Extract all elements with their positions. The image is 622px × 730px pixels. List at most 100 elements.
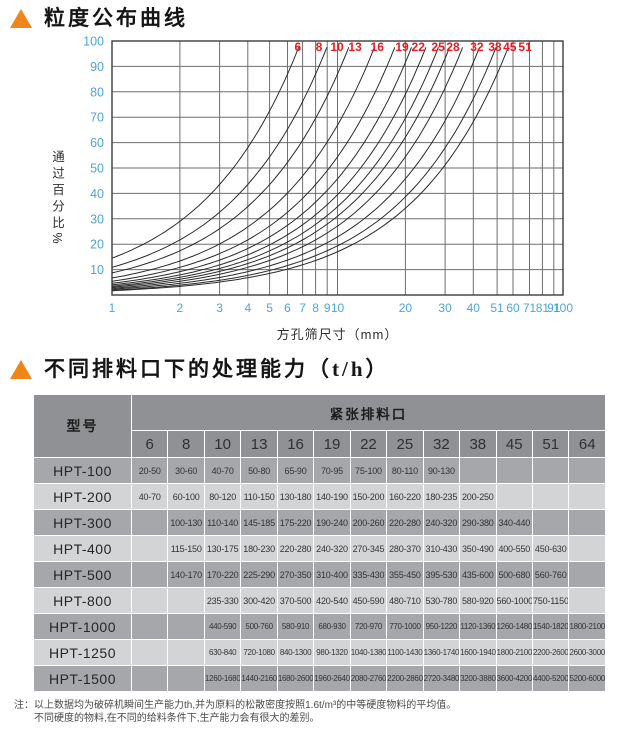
y-tick-label-20: 20 <box>90 238 104 252</box>
capacity-cell <box>568 457 606 484</box>
distribution-curve-32 <box>111 47 464 289</box>
capacity-cell: 720-1080 <box>240 639 278 666</box>
distribution-curve-22 <box>111 47 427 286</box>
capacity-cell <box>531 457 570 484</box>
capacity-cell: 350-490 <box>459 535 497 562</box>
capacity-cell: 435-600 <box>459 561 497 588</box>
table-row-hpt-500: HPT-500 140-170 170-220 225-290 270-350 310-4… <box>33 561 606 588</box>
capacity-cell: 270-350 <box>276 561 315 588</box>
footnote-prefix: 注： <box>14 700 34 711</box>
capacity-cell: 335-430 <box>349 561 388 588</box>
capacity-cell: 560-760 <box>531 561 570 588</box>
capacity-cell <box>130 535 169 562</box>
capacity-cell: 720-970 <box>349 613 388 640</box>
x-tick-label-51: 51 <box>490 301 504 315</box>
capacity-cell: 235-330 <box>203 587 242 614</box>
curve-label-8: 8 <box>316 40 323 54</box>
column-header-10: 10 <box>203 430 242 458</box>
capacity-cell: 40-70 <box>130 483 169 510</box>
capacity-cell: 580-910 <box>276 613 315 640</box>
x-tick-label-71: 71 <box>523 301 537 315</box>
column-header-64: 64 <box>568 430 606 458</box>
capacity-cell: 1540-1820 <box>531 613 570 640</box>
section-title-capacity: 不同排料口下的处理能力（t/h） <box>10 357 390 381</box>
capacity-cell: 1960-2640 <box>313 665 351 692</box>
capacity-cell: 100-130 <box>167 509 205 536</box>
x-tick-label-20: 20 <box>399 301 413 315</box>
y-tick-label-40: 40 <box>90 187 104 201</box>
x-axis-title: 方孔筛尺寸（mm） <box>276 327 399 342</box>
capacity-cell: 220-280 <box>276 535 315 562</box>
capacity-cell: 5200-6000 <box>568 665 606 692</box>
capacity-cell: 280-370 <box>386 535 424 562</box>
capacity-cell: 750-1150 <box>531 587 570 614</box>
capacity-cell: 190-240 <box>313 509 351 536</box>
curve-label-45: 45 <box>503 40 517 54</box>
capacity-cell: 420-540 <box>313 587 351 614</box>
capacity-cell: 175-220 <box>276 509 315 536</box>
table-header-model: 型号 <box>33 394 132 458</box>
capacity-cell: 1680-2600 <box>276 665 315 692</box>
capacity-cell: 580-920 <box>459 587 497 614</box>
curve-label-13: 13 <box>348 40 362 54</box>
capacity-cell <box>568 535 606 562</box>
capacity-cell: 200-260 <box>349 509 388 536</box>
curve-label-28: 28 <box>446 40 460 54</box>
x-tick-label-40: 40 <box>467 301 481 315</box>
capacity-cell <box>167 639 205 666</box>
curve-label-38: 38 <box>488 40 502 54</box>
capacity-cell <box>130 587 169 614</box>
capacity-cell: 40-70 <box>203 457 242 484</box>
capacity-cell: 500-760 <box>240 613 278 640</box>
capacity-cell: 1800-2100 <box>568 613 606 640</box>
capacity-cell: 530-780 <box>422 587 461 614</box>
capacity-cell <box>568 561 606 588</box>
column-header-25: 25 <box>386 430 424 458</box>
x-tick-label-30: 30 <box>438 301 452 315</box>
capacity-cell: 170-220 <box>203 561 242 588</box>
capacity-cell: 1800-2100 <box>495 639 533 666</box>
page-title: 粒度公布曲线 <box>44 6 188 30</box>
capacity-cell: 770-1000 <box>386 613 424 640</box>
capacity-cell: 110-140 <box>203 509 242 536</box>
capacity-cell <box>167 665 205 692</box>
column-header-45: 45 <box>495 430 533 458</box>
capacity-cell: 1120-1360 <box>459 613 497 640</box>
x-tick-label-100: 100 <box>553 301 573 315</box>
capacity-cell: 1260-1680 <box>203 665 242 692</box>
column-header-16: 16 <box>276 430 315 458</box>
capacity-cell: 80-120 <box>203 483 242 510</box>
capacity-cell: 1600-1940 <box>459 639 497 666</box>
curve-label-22: 22 <box>412 40 426 54</box>
capacity-cell <box>568 509 606 536</box>
capacity-cell: 1100-1430 <box>386 639 424 666</box>
capacity-cell: 240-320 <box>313 535 351 562</box>
capacity-cell: 220-280 <box>386 509 424 536</box>
capacity-cell <box>130 613 169 640</box>
capacity-cell: 340-440 <box>495 509 533 536</box>
capacity-cell: 450-630 <box>531 535 570 562</box>
table-header-discharge-group: 紧张排料口 <box>131 394 606 431</box>
capacity-cell: 50-80 <box>240 457 278 484</box>
table-row-hpt-100: HPT-100 20-50 30-60 40-70 50-80 65-90 70-95 75-… <box>33 457 606 484</box>
orange-triangle-icon <box>10 9 32 28</box>
y-tick-label-50: 50 <box>90 162 104 176</box>
table-row-hpt-800: HPT-800 235-330 300-420 370-500 420-540 450-5… <box>33 587 606 614</box>
capacity-cell: 80-110 <box>386 457 424 484</box>
capacity-cell: 355-450 <box>386 561 424 588</box>
capacity-cell: 180-235 <box>422 483 461 510</box>
capacity-cell: 180-230 <box>240 535 278 562</box>
distribution-curve-8 <box>111 47 328 268</box>
y-tick-label-10: 10 <box>90 263 104 277</box>
x-tick-label-10: 10 <box>331 301 345 315</box>
capacity-cell: 240-320 <box>422 509 461 536</box>
capacity-cell <box>495 483 533 510</box>
x-tick-label-7: 7 <box>299 301 306 315</box>
capacity-cell: 145-185 <box>240 509 278 536</box>
y-tick-label-60: 60 <box>90 136 104 150</box>
y-tick-label-90: 90 <box>90 60 104 74</box>
capacity-cell: 2200-2600 <box>531 639 570 666</box>
model-cell: HPT-800 <box>33 587 132 614</box>
capacity-cell: 75-100 <box>349 457 388 484</box>
